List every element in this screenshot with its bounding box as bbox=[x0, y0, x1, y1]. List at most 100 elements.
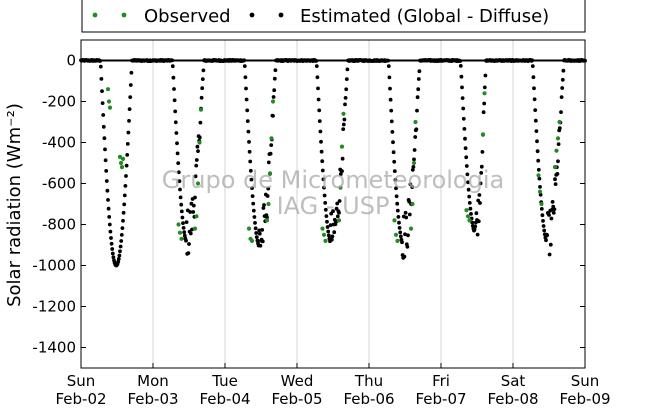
estimated-point bbox=[271, 114, 275, 118]
estimated-point bbox=[322, 185, 326, 190]
estimated-point bbox=[538, 192, 543, 197]
estimated-point bbox=[249, 177, 254, 182]
estimated-point bbox=[269, 143, 274, 148]
estimated-point bbox=[392, 159, 397, 164]
estimated-point bbox=[314, 59, 319, 63]
estimated-point bbox=[180, 215, 185, 220]
estimated-point bbox=[176, 161, 181, 166]
estimated-point bbox=[184, 238, 188, 243]
estimated-point bbox=[535, 149, 540, 154]
estimated-point bbox=[533, 118, 538, 123]
estimated-point bbox=[191, 203, 196, 208]
estimated-point bbox=[389, 108, 394, 113]
estimated-point bbox=[465, 172, 470, 177]
estimated-point bbox=[478, 181, 483, 186]
observed-point bbox=[393, 232, 399, 237]
estimated-point bbox=[397, 226, 402, 230]
estimated-point bbox=[118, 244, 123, 249]
estimated-point bbox=[391, 140, 395, 145]
estimated-point bbox=[344, 77, 349, 81]
observed-point bbox=[408, 226, 414, 231]
estimated-point bbox=[119, 233, 124, 237]
estimated-point bbox=[123, 184, 128, 188]
observed-point bbox=[192, 226, 198, 231]
y-tick-label: -600 bbox=[42, 175, 76, 193]
observed-point bbox=[537, 189, 543, 194]
x-tick-date: Feb-03 bbox=[127, 390, 178, 408]
observed-point bbox=[338, 185, 343, 190]
observed-point bbox=[269, 136, 274, 141]
estimated-point bbox=[539, 207, 544, 211]
legend-marker-estimated bbox=[249, 12, 255, 18]
estimated-point bbox=[106, 198, 110, 202]
observed-point bbox=[118, 160, 124, 166]
legend: Observed Estimated (Global - Diffuse) bbox=[81, 0, 586, 33]
y-tick-label: -400 bbox=[42, 134, 76, 152]
estimated-point bbox=[416, 87, 421, 92]
estimated-point bbox=[196, 149, 200, 154]
estimated-point bbox=[254, 235, 259, 240]
estimated-point bbox=[257, 228, 262, 233]
y-tick-label: 0 bbox=[66, 52, 76, 70]
estimated-point bbox=[412, 148, 417, 152]
estimated-point bbox=[389, 119, 394, 124]
legend-label-estimated: Estimated (Global - Diffuse) bbox=[300, 6, 549, 27]
estimated-point bbox=[128, 83, 133, 87]
estimated-point bbox=[98, 59, 103, 63]
estimated-point bbox=[265, 215, 269, 220]
observed-point bbox=[120, 156, 126, 161]
observed-point bbox=[179, 236, 184, 241]
estimated-point bbox=[106, 206, 111, 211]
estimated-point bbox=[530, 64, 535, 68]
estimated-point bbox=[407, 212, 412, 217]
estimated-point bbox=[271, 95, 276, 99]
estimated-point bbox=[535, 139, 539, 144]
observed-point bbox=[464, 208, 469, 213]
estimated-point bbox=[415, 108, 419, 113]
estimated-point bbox=[257, 231, 262, 236]
estimated-point bbox=[255, 238, 260, 243]
estimated-point bbox=[541, 219, 545, 223]
estimated-point bbox=[248, 159, 253, 164]
estimated-point bbox=[319, 139, 323, 144]
y-tick-label: -1400 bbox=[32, 339, 76, 357]
estimated-point bbox=[194, 163, 199, 168]
estimated-point bbox=[174, 131, 179, 135]
estimated-point bbox=[547, 252, 552, 257]
estimated-point bbox=[545, 233, 550, 238]
estimated-point bbox=[393, 178, 398, 182]
estimated-point bbox=[472, 227, 477, 232]
estimated-point bbox=[475, 232, 480, 237]
y-tick-label: -800 bbox=[42, 216, 76, 234]
estimated-point bbox=[466, 180, 470, 185]
estimated-point bbox=[415, 95, 420, 100]
estimated-point bbox=[188, 231, 193, 236]
estimated-point bbox=[107, 215, 112, 219]
estimated-point bbox=[316, 86, 320, 91]
x-tick-day: Fri bbox=[432, 372, 450, 390]
estimated-point bbox=[125, 142, 130, 146]
estimated-point bbox=[335, 201, 340, 206]
estimated-point bbox=[530, 58, 535, 63]
scatter-points bbox=[79, 58, 587, 268]
estimated-point bbox=[410, 185, 415, 190]
estimated-point bbox=[117, 253, 122, 258]
legend-label-observed: Observed bbox=[144, 6, 231, 27]
estimated-point bbox=[182, 230, 187, 235]
estimated-point bbox=[262, 203, 266, 207]
estimated-point bbox=[410, 168, 415, 172]
estimated-point bbox=[272, 88, 277, 93]
x-axis: SunFeb-02MonFeb-03TueFeb-04WedFeb-05ThuF… bbox=[55, 363, 611, 408]
estimated-point bbox=[480, 150, 485, 154]
estimated-point bbox=[341, 122, 346, 127]
estimated-point bbox=[404, 215, 409, 220]
observed-point bbox=[194, 214, 199, 219]
estimated-point bbox=[557, 126, 562, 130]
estimated-point bbox=[344, 87, 349, 92]
estimated-point bbox=[461, 106, 466, 111]
estimated-point bbox=[177, 179, 182, 184]
estimated-point bbox=[537, 176, 542, 181]
estimated-point bbox=[458, 59, 463, 63]
observed-point bbox=[536, 173, 541, 178]
